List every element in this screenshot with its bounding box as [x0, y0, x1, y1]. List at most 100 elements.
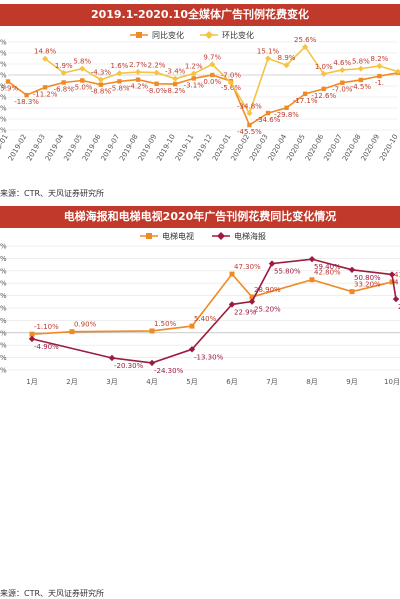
- data-label: 4: [394, 279, 399, 287]
- data-label: 0.0%: [203, 78, 221, 86]
- data-point: [98, 82, 104, 87]
- y-tick-label: %: [0, 317, 7, 325]
- data-point: [395, 68, 400, 75]
- data-point: [116, 70, 123, 77]
- chart2-title: 电梯海报和电梯电视2020年广告刊例花费同比变化情况: [0, 206, 400, 228]
- x-tick-label: 4月: [146, 378, 157, 386]
- y-tick-label: %: [0, 50, 7, 58]
- x-tick-label: 2月: [66, 378, 77, 386]
- legend-label: 电梯电视: [162, 231, 194, 241]
- data-label: -13.30%: [194, 353, 224, 361]
- data-label: -34.8%: [237, 102, 262, 110]
- data-label: -17.1%: [293, 97, 318, 105]
- data-label: -5.6%: [221, 84, 242, 92]
- x-tick-label: 9月: [346, 378, 357, 386]
- data-point: [377, 73, 382, 79]
- data-label: -1.: [375, 79, 384, 87]
- data-label: 4.6%: [333, 59, 351, 67]
- data-point: [79, 65, 86, 72]
- data-point: [265, 55, 271, 62]
- legend-marker: [205, 31, 213, 39]
- data-point: [172, 75, 179, 82]
- data-label: 25.20%: [254, 306, 281, 314]
- data-label: -24.30%: [154, 367, 184, 375]
- data-label: 1.2%: [185, 63, 203, 71]
- data-point: [229, 271, 235, 277]
- y-tick-label: %: [0, 127, 7, 135]
- y-tick-label: %: [0, 354, 7, 362]
- data-point: [149, 328, 155, 334]
- data-point: [209, 61, 216, 68]
- data-label: -5.0%: [72, 84, 93, 92]
- data-point: [249, 294, 255, 300]
- data-label: 2.2%: [148, 62, 166, 70]
- data-label: -8.2%: [165, 87, 186, 95]
- chart2-svg: %%%%%%%%%%% 电梯电视 电梯海报 -1.10% 0.90% 1.50% 5.40%…: [0, 231, 400, 386]
- x-tick-label: 6月: [226, 378, 237, 386]
- chart2-panel: 电梯海报和电梯电视2020年广告刊例花费同比变化情况 %%%%%%%%%%% 电梯…: [0, 200, 400, 598]
- y-tick-label: %: [0, 292, 7, 300]
- data-label: -12.6%: [311, 92, 336, 100]
- y-tick-label: %: [0, 305, 7, 313]
- data-point: [97, 76, 104, 83]
- series-line-yoy: [7, 72, 399, 127]
- data-point: [388, 271, 396, 278]
- data-label: 25.6%: [294, 36, 317, 44]
- data-point: [349, 289, 355, 295]
- data-label: 42.80%: [314, 269, 341, 277]
- x-tick-label: 7月: [266, 378, 277, 386]
- y-tick-label: %: [0, 83, 7, 91]
- legend-marker: [136, 32, 142, 38]
- data-point: [268, 260, 276, 267]
- data-point: [42, 85, 48, 90]
- data-label: -5.9%: [0, 84, 19, 92]
- data-label: 1.9%: [55, 62, 73, 70]
- y-tick-label: %: [0, 72, 7, 80]
- data-point: [29, 331, 35, 337]
- data-label: -34.6%: [256, 116, 281, 124]
- data-label: -45.5%: [237, 128, 262, 136]
- data-label: -20.30%: [114, 362, 144, 370]
- data-point: [302, 91, 308, 97]
- y-tick-label: %: [0, 94, 7, 102]
- y-tick-label: %: [0, 367, 7, 375]
- legend-marker: [217, 232, 225, 240]
- data-label: 1.0%: [315, 63, 333, 71]
- data-point: [302, 43, 309, 50]
- data-label: 2.7%: [129, 61, 147, 69]
- data-label: -4.3%: [91, 69, 112, 77]
- data-label: -4.2%: [128, 83, 149, 91]
- data-point: [28, 335, 36, 343]
- data-label: 59.40%: [314, 263, 341, 271]
- y-tick-label: %: [0, 280, 7, 288]
- y-tick-label: %: [0, 267, 7, 275]
- data-label: 1.6%: [111, 62, 129, 70]
- x-tick-label: 5月: [186, 378, 197, 386]
- data-point: [339, 66, 346, 73]
- data-label: 15.1%: [257, 47, 280, 55]
- legend-label: 环比变化: [222, 30, 254, 40]
- data-point: [69, 329, 75, 335]
- data-point: [321, 86, 326, 92]
- data-label: 5.8%: [352, 58, 370, 66]
- chart2-source: 来源：CTR、天风证券研究所: [0, 589, 105, 598]
- y-tick-label: %: [0, 255, 7, 263]
- y-tick-label: %: [0, 39, 7, 47]
- chart1-title: 2019.1-2020.10全媒体广告刊例花费变化: [0, 4, 400, 26]
- data-label: -8.8%: [91, 88, 112, 96]
- x-tick-label: 8月: [306, 378, 317, 386]
- y-tick-label: %: [0, 116, 7, 124]
- x-tick-label: 1月: [26, 378, 37, 386]
- data-label: 8.9%: [278, 54, 296, 62]
- data-label: 27.20%: [398, 303, 400, 311]
- data-label: 41.: [394, 271, 400, 279]
- data-point: [228, 301, 236, 308]
- x-tick-label: 2020-10: [378, 133, 400, 162]
- y-tick-label: %: [0, 342, 7, 350]
- data-label: 9.7%: [203, 53, 221, 61]
- data-label: -1.10%: [34, 323, 59, 331]
- data-point: [188, 346, 196, 353]
- data-point: [60, 69, 67, 76]
- data-point: [265, 110, 271, 116]
- data-point: [309, 277, 315, 283]
